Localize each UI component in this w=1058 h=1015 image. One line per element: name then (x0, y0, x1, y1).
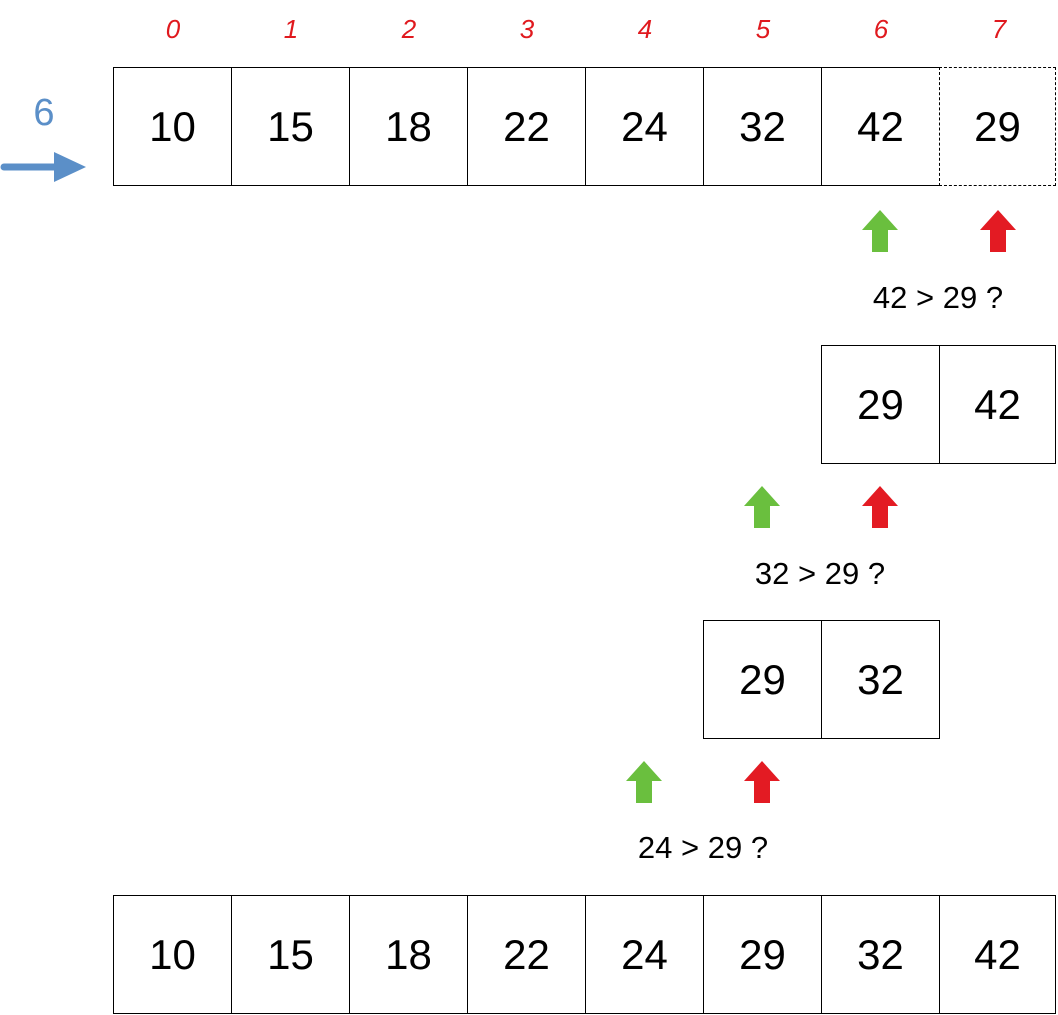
result-cell: 32 (821, 895, 940, 1014)
red-up-arrow-icon (862, 486, 898, 528)
result-cell: 42 (939, 895, 1056, 1014)
index-label: 0 (165, 14, 181, 44)
red-up-arrow-icon (980, 210, 1016, 252)
array-cell: 29 (821, 345, 940, 464)
result-cell: 29 (703, 895, 822, 1014)
index-label: 4 (637, 14, 653, 44)
result-cell: 10 (113, 895, 232, 1014)
result-cell: 18 (349, 895, 468, 1014)
array-cell: 29 (703, 620, 822, 739)
index-label: 7 (991, 14, 1007, 44)
array-cell: 22 (467, 67, 586, 186)
array-cell: 32 (821, 620, 940, 739)
result-cell: 22 (467, 895, 586, 1014)
array-cell: 15 (231, 67, 350, 186)
green-up-arrow-icon (744, 486, 780, 528)
result-cell: 15 (231, 895, 350, 1014)
index-label: 2 (401, 14, 417, 44)
right-arrow-icon (0, 152, 86, 182)
index-label: 6 (873, 14, 889, 44)
array-cell-key: 29 (939, 67, 1056, 186)
array-cell: 24 (585, 67, 704, 186)
array-cell: 42 (939, 345, 1056, 464)
red-up-arrow-icon (744, 761, 780, 803)
comparison-label: 42 > 29 ? (872, 280, 1004, 315)
index-label: 1 (283, 14, 299, 44)
green-up-arrow-icon (862, 210, 898, 252)
green-up-arrow-icon (626, 761, 662, 803)
index-label: 5 (755, 14, 771, 44)
index-label: 3 (519, 14, 535, 44)
array-cell: 10 (113, 67, 232, 186)
array-cell: 42 (821, 67, 940, 186)
pointer-label: 6 (33, 92, 55, 134)
comparison-label: 32 > 29 ? (754, 556, 886, 591)
comparison-label: 24 > 29 ? (637, 830, 769, 865)
result-cell: 24 (585, 895, 704, 1014)
array-cell: 18 (349, 67, 468, 186)
array-cell: 32 (703, 67, 822, 186)
